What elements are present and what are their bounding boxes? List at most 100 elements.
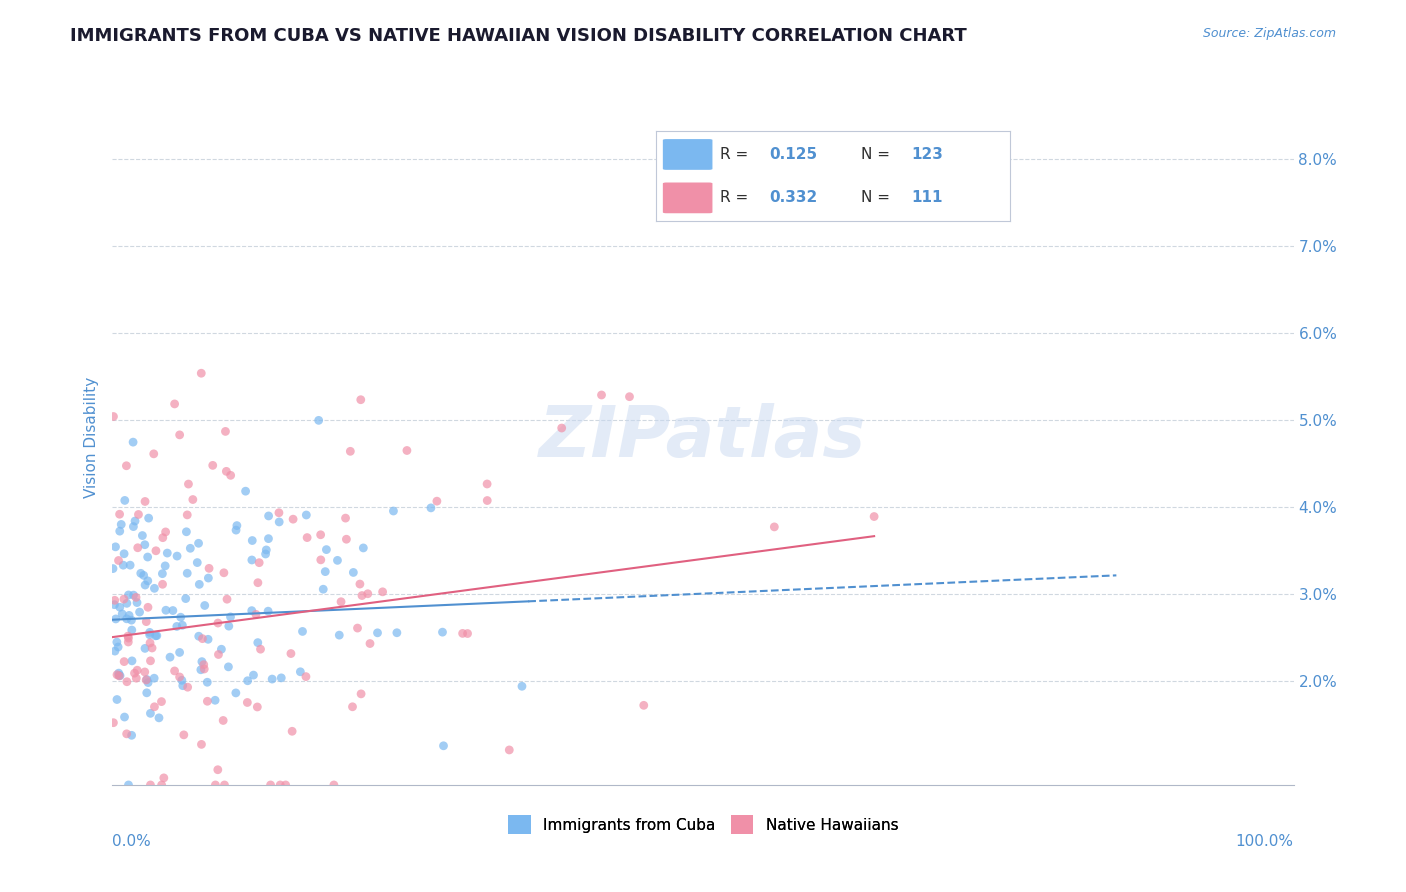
Point — [312, 582, 335, 597]
Point — [281, 512, 304, 526]
Point — [170, 673, 193, 688]
Point — [240, 533, 263, 548]
Point — [225, 518, 247, 533]
Point — [139, 636, 162, 650]
Point — [257, 532, 280, 546]
Point — [197, 571, 219, 585]
Point — [112, 558, 135, 573]
Point — [170, 610, 193, 624]
Point — [350, 392, 373, 407]
Point — [179, 541, 201, 556]
Point — [134, 578, 156, 592]
Point — [359, 636, 381, 650]
Point — [432, 625, 454, 640]
Point — [212, 714, 235, 728]
Point — [122, 435, 145, 450]
Point — [235, 484, 257, 499]
Point — [246, 635, 269, 649]
Point — [315, 542, 337, 557]
Point — [198, 561, 221, 575]
Point — [121, 623, 143, 637]
Point — [214, 425, 236, 439]
Point — [135, 673, 157, 687]
Point — [475, 477, 498, 491]
Point — [498, 743, 520, 757]
Point — [108, 524, 131, 538]
Point — [176, 508, 198, 522]
Point — [257, 508, 280, 523]
Point — [153, 558, 176, 573]
Point — [342, 566, 364, 580]
Point — [204, 693, 226, 707]
Point — [214, 778, 236, 792]
Point — [395, 443, 418, 458]
Point — [134, 538, 156, 552]
Point — [135, 686, 157, 700]
Point — [129, 566, 152, 581]
Point — [349, 577, 371, 591]
Point — [197, 632, 219, 647]
Point — [339, 444, 361, 458]
Point — [195, 675, 218, 690]
Point — [863, 509, 886, 524]
Point — [112, 592, 135, 607]
Point — [115, 596, 138, 610]
Point — [117, 631, 139, 645]
Point — [159, 650, 181, 665]
Point — [188, 577, 211, 591]
Point — [132, 568, 155, 582]
Point — [190, 663, 212, 677]
Point — [120, 558, 142, 573]
Point — [426, 494, 449, 508]
Point — [236, 696, 259, 710]
Point — [350, 589, 373, 603]
Point — [111, 607, 134, 621]
Point — [225, 523, 247, 537]
Point — [166, 619, 188, 633]
Point — [212, 566, 235, 580]
Point — [146, 629, 169, 643]
Point — [152, 566, 174, 581]
Point — [420, 500, 443, 515]
Point — [101, 561, 124, 575]
Point — [357, 587, 380, 601]
Point — [385, 625, 408, 640]
Point — [254, 543, 277, 558]
Point — [169, 670, 191, 684]
Point — [103, 715, 125, 730]
Point — [308, 413, 330, 427]
Point — [382, 504, 405, 518]
Point — [122, 519, 145, 533]
Point — [105, 667, 128, 681]
Point — [127, 541, 149, 555]
Point — [281, 724, 304, 739]
Point — [330, 595, 353, 609]
Point — [177, 477, 200, 491]
Point — [173, 728, 195, 742]
Point — [145, 629, 167, 643]
Point — [335, 511, 357, 525]
Point — [335, 533, 357, 547]
Point — [143, 671, 166, 685]
Point — [148, 711, 170, 725]
Point — [240, 604, 263, 618]
Point — [145, 543, 167, 558]
Point — [169, 645, 191, 659]
Point — [240, 553, 263, 567]
Point — [191, 632, 214, 646]
Point — [295, 531, 318, 545]
Point — [367, 625, 389, 640]
Point — [350, 687, 373, 701]
Point — [125, 671, 148, 685]
Point — [108, 507, 131, 521]
Point — [134, 494, 156, 508]
Point — [322, 778, 344, 792]
Point — [139, 778, 162, 792]
Point — [107, 553, 129, 567]
Point — [127, 508, 149, 522]
Point — [270, 671, 292, 685]
Point — [204, 778, 226, 792]
Point — [457, 626, 479, 640]
Point — [309, 528, 332, 542]
Point — [246, 575, 269, 590]
